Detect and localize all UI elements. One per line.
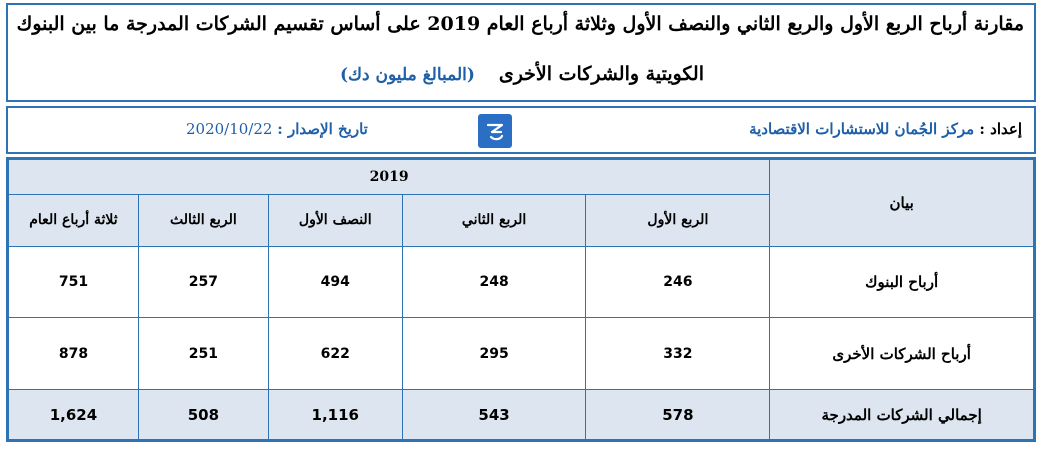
column-header-nine-months: ثلاثة أرباع العام — [8, 193, 139, 247]
table-cell: 246 — [585, 245, 771, 319]
table-cell: 878 — [8, 317, 139, 391]
report-title-line1: مقارنة أرباح الربع الأول والربع الثاني و… — [16, 13, 1024, 35]
issue-date-block: تاريخ الإصدار : 2020/10/22 — [186, 120, 368, 138]
column-header-q1: الربع الأول — [585, 193, 771, 247]
total-cell: 578 — [585, 389, 771, 440]
table-cell: 257 — [137, 245, 269, 319]
report-title-line2: الكويتية والشركات الأخرى — [498, 63, 704, 85]
earnings-table-container: بيان 2019 الربع الأول الربع الثاني النصف… — [6, 157, 1036, 442]
table-cell: 494 — [267, 245, 403, 319]
info-panel: إعداد : مركز الجُمان للاستشارات الاقتصاد… — [6, 106, 1036, 154]
table-cell: 295 — [401, 317, 587, 391]
table-cell: 251 — [137, 317, 269, 391]
total-row: إجمالي الشركات المدرجة 578 543 1,116 508… — [8, 389, 1034, 440]
total-cell: 543 — [401, 389, 587, 440]
table-row: أرباح الشركات الأخرى 332 295 622 251 878 — [8, 317, 1034, 391]
year-header: 2019 — [7, 159, 771, 195]
label-column-header: بيان — [769, 159, 1034, 247]
row-label: أرباح البنوك — [769, 245, 1034, 319]
column-header-h1: النصف الأول — [267, 193, 403, 247]
jumaan-logo-icon — [478, 114, 512, 148]
issue-date: 2020/10/22 — [186, 120, 273, 138]
table-cell: 622 — [267, 317, 403, 391]
total-row-label: إجمالي الشركات المدرجة — [769, 389, 1034, 440]
table-cell: 248 — [401, 245, 587, 319]
row-label: أرباح الشركات الأخرى — [769, 317, 1034, 391]
amounts-unit-note: (المبالغ مليون دك) — [340, 65, 475, 85]
table-cell: 751 — [8, 245, 139, 319]
table-cell: 332 — [585, 317, 771, 391]
issue-date-label: تاريخ الإصدار : — [277, 120, 368, 138]
prepared-label: إعداد : — [979, 120, 1022, 138]
column-header-q2: الربع الثاني — [401, 193, 587, 247]
table-row: أرباح البنوك 246 248 494 257 751 — [8, 245, 1034, 319]
earnings-table: بيان 2019 الربع الأول الربع الثاني النصف… — [7, 159, 1034, 440]
prepared-by-name: مركز الجُمان للاستشارات الاقتصادية — [749, 120, 975, 138]
column-header-q3: الربع الثالث — [137, 193, 269, 247]
total-cell: 1,624 — [8, 389, 139, 440]
title-panel: مقارنة أرباح الربع الأول والربع الثاني و… — [6, 3, 1036, 102]
total-cell: 1,116 — [267, 389, 403, 440]
total-cell: 508 — [137, 389, 269, 440]
prepared-by: إعداد : مركز الجُمان للاستشارات الاقتصاد… — [749, 120, 1022, 138]
